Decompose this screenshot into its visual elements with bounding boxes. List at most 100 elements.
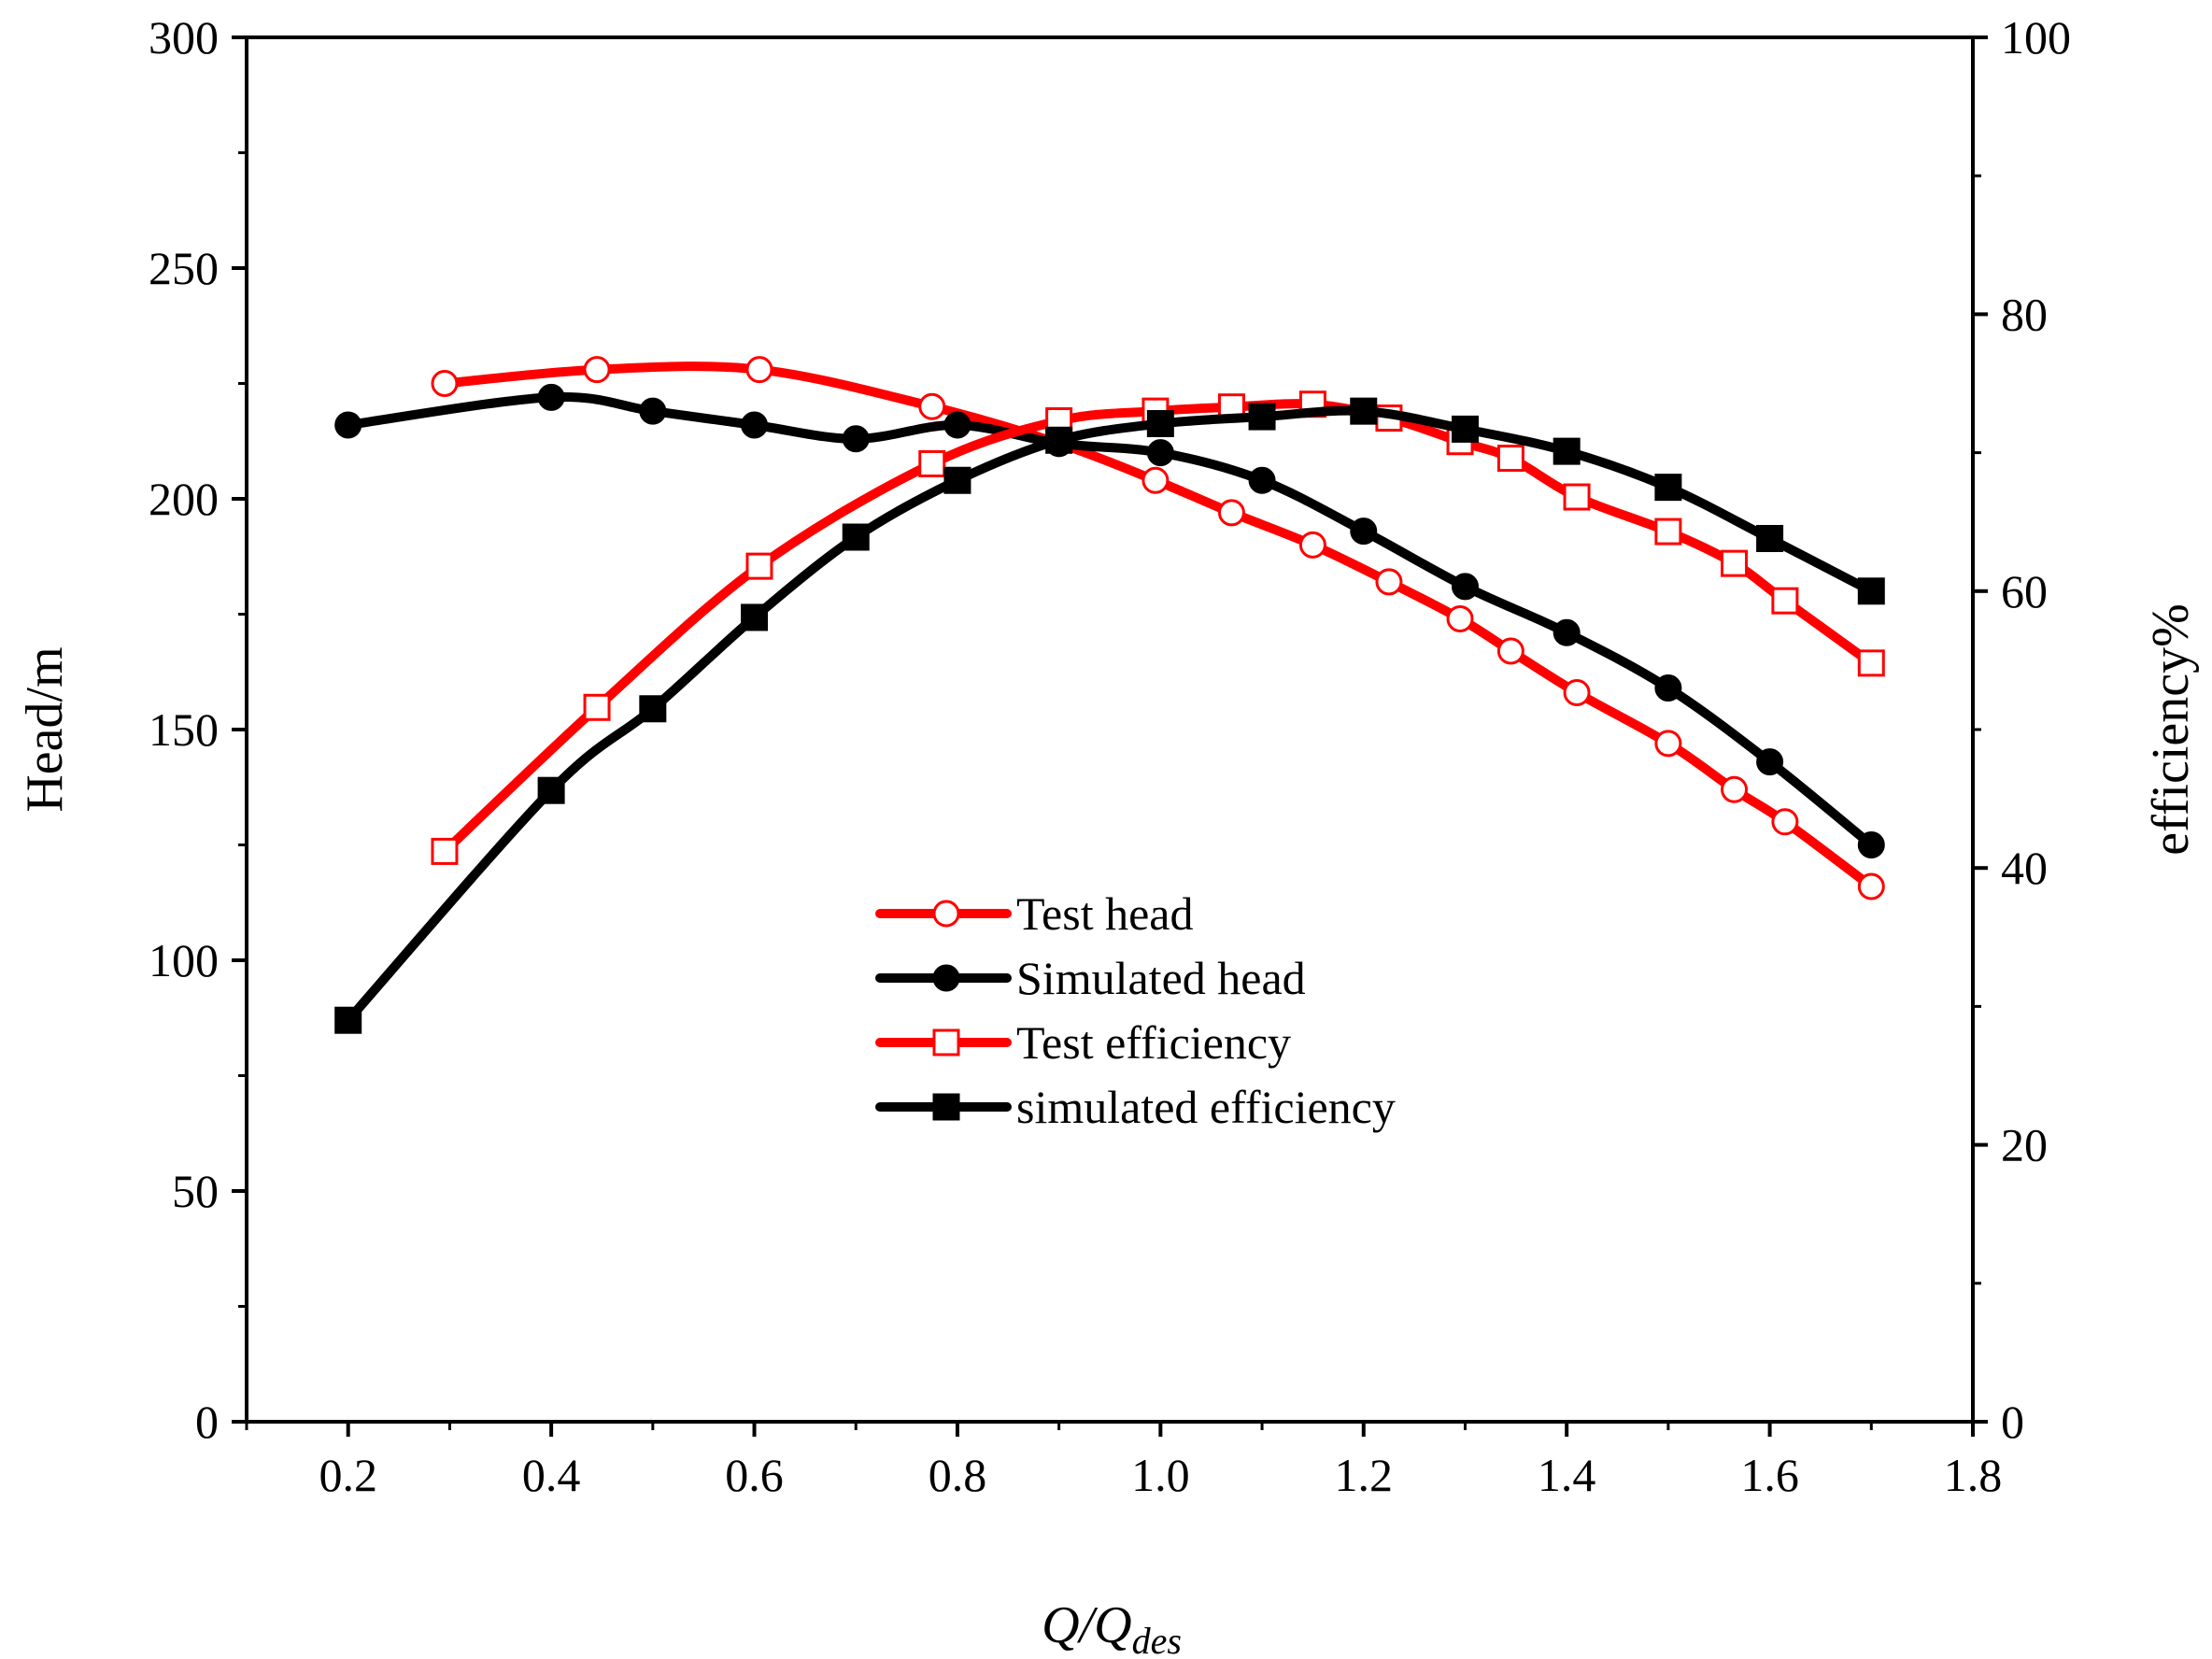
legend-label: Test head	[1016, 887, 1193, 940]
data-point-simulated-efficiency	[943, 466, 971, 494]
y-left-tick-label: 250	[149, 242, 219, 294]
y-right-tick-label: 100	[2001, 11, 2071, 64]
series-layer	[334, 356, 1885, 1034]
data-point-simulated-head	[334, 411, 362, 439]
y-axis-right-title: efficiency%	[2142, 603, 2200, 855]
legend-label: Test efficiency	[1016, 1016, 1291, 1069]
data-point-simulated-head	[741, 411, 769, 439]
data-point-simulated-efficiency	[1248, 403, 1276, 431]
data-point-test-head	[1654, 730, 1682, 758]
data-point-simulated-head	[1248, 466, 1276, 494]
data-point-test-head	[918, 392, 946, 420]
data-point-simulated-head	[1451, 573, 1479, 601]
y-right-tick-label: 0	[2001, 1396, 2024, 1448]
x-tick-label: 1.0	[1131, 1449, 1190, 1501]
legend-item-test-head: Test head	[875, 887, 1193, 940]
data-point-simulated-efficiency	[1350, 397, 1378, 425]
legend-item-simulated-head: Simulated head	[875, 952, 1306, 1004]
data-point-simulated-efficiency	[1857, 577, 1885, 605]
y-right-tick-label: 80	[2001, 288, 2048, 340]
data-point-simulated-head	[1857, 831, 1885, 858]
data-point-test-head	[583, 356, 611, 384]
data-point-test-head	[1375, 568, 1403, 596]
legend-swatch-marker	[932, 1093, 960, 1121]
data-point-simulated-efficiency	[842, 523, 870, 551]
data-point-simulated-efficiency	[741, 603, 769, 631]
series-simulated-head	[334, 383, 1885, 858]
series-test-head	[431, 356, 1885, 900]
legend-item-simulated-efficiency: simulated efficiency	[875, 1081, 1396, 1133]
legend-label: Simulated head	[1016, 952, 1306, 1004]
data-point-simulated-efficiency	[1553, 437, 1581, 465]
data-point-simulated-head	[537, 383, 565, 411]
y-right-tick-label: 40	[2001, 842, 2048, 894]
plot-frame	[245, 35, 1975, 1424]
data-point-test-head	[1141, 466, 1170, 494]
x-tick-label: 1.6	[1740, 1449, 1799, 1501]
data-point-test-head	[1857, 872, 1885, 900]
x-tick-label: 0.8	[929, 1449, 987, 1501]
y-axis-left-title: Head/m	[16, 646, 74, 812]
data-point-simulated-efficiency	[537, 776, 565, 804]
y-left-tick-label: 50	[172, 1165, 219, 1217]
data-point-simulated-head	[1146, 439, 1174, 467]
y-left-tick-label: 200	[149, 473, 219, 525]
data-point-test-head	[1446, 604, 1474, 632]
legend-label: simulated efficiency	[1016, 1081, 1396, 1133]
y-left-tick-label: 100	[149, 934, 219, 986]
legend: Test head Simulated head Test efficiency si…	[875, 887, 1396, 1133]
data-point-simulated-head	[943, 411, 971, 439]
x-tick-label: 1.2	[1335, 1449, 1394, 1501]
ticks-layer: 0.2 0.4 0.6 0.8 1.0 1.2 1.4 1.6 1.80501001502002…	[149, 11, 2071, 1501]
data-point-simulated-efficiency	[1045, 426, 1073, 454]
data-point-simulated-efficiency	[1146, 409, 1174, 437]
data-point-simulated-head	[1654, 674, 1682, 702]
data-point-test-efficiency	[1563, 483, 1591, 511]
y-left-tick-label: 300	[149, 11, 219, 64]
legend-swatch-marker	[932, 900, 960, 928]
y-right-tick-label: 60	[2001, 565, 2048, 617]
data-point-simulated-efficiency	[334, 1006, 362, 1034]
data-point-test-efficiency	[1496, 445, 1524, 473]
data-point-test-efficiency	[1857, 649, 1885, 677]
y-left-tick-label: 0	[195, 1396, 219, 1448]
x-axis-title: Q/Qdes	[1042, 1596, 1182, 1659]
data-point-test-head	[1771, 808, 1799, 836]
data-point-test-efficiency	[583, 693, 611, 721]
data-point-simulated-efficiency	[1654, 474, 1682, 502]
y-right-tick-label: 20	[2001, 1119, 2048, 1171]
x-tick-label: 1.8	[1944, 1449, 2003, 1501]
x-axis-title-main: Q/Q	[1042, 1596, 1131, 1654]
data-point-test-head	[431, 370, 459, 397]
data-point-simulated-head	[1350, 518, 1378, 546]
data-point-test-head	[1563, 678, 1591, 706]
data-point-test-head	[1217, 499, 1245, 527]
y-left-tick-label: 150	[149, 703, 219, 756]
data-point-simulated-efficiency	[1451, 415, 1479, 443]
data-point-simulated-head	[639, 397, 667, 425]
data-point-simulated-efficiency	[639, 695, 667, 723]
data-point-test-efficiency	[431, 837, 459, 865]
data-point-test-efficiency	[745, 552, 773, 580]
data-point-test-head	[1496, 637, 1524, 665]
data-point-test-efficiency	[1654, 518, 1682, 546]
data-point-simulated-head	[842, 425, 870, 453]
x-tick-label: 0.2	[319, 1449, 377, 1501]
data-point-simulated-head	[1553, 618, 1581, 646]
x-axis-title-subscript: des	[1132, 1620, 1182, 1659]
x-tick-label: 0.6	[725, 1449, 784, 1501]
legend-swatch-marker	[932, 964, 960, 992]
data-point-test-efficiency	[918, 449, 946, 477]
data-point-test-efficiency	[1721, 549, 1749, 577]
data-point-test-head	[1721, 775, 1749, 803]
data-point-test-head	[745, 356, 773, 384]
x-tick-label: 1.4	[1538, 1449, 1596, 1501]
series-simulated-efficiency	[334, 397, 1885, 1034]
data-point-test-head	[1298, 531, 1326, 559]
x-tick-label: 0.4	[522, 1449, 581, 1501]
data-point-simulated-head	[1756, 748, 1784, 776]
data-point-simulated-efficiency	[1756, 524, 1784, 552]
legend-swatch-marker	[932, 1028, 960, 1056]
data-point-test-efficiency	[1771, 587, 1799, 615]
